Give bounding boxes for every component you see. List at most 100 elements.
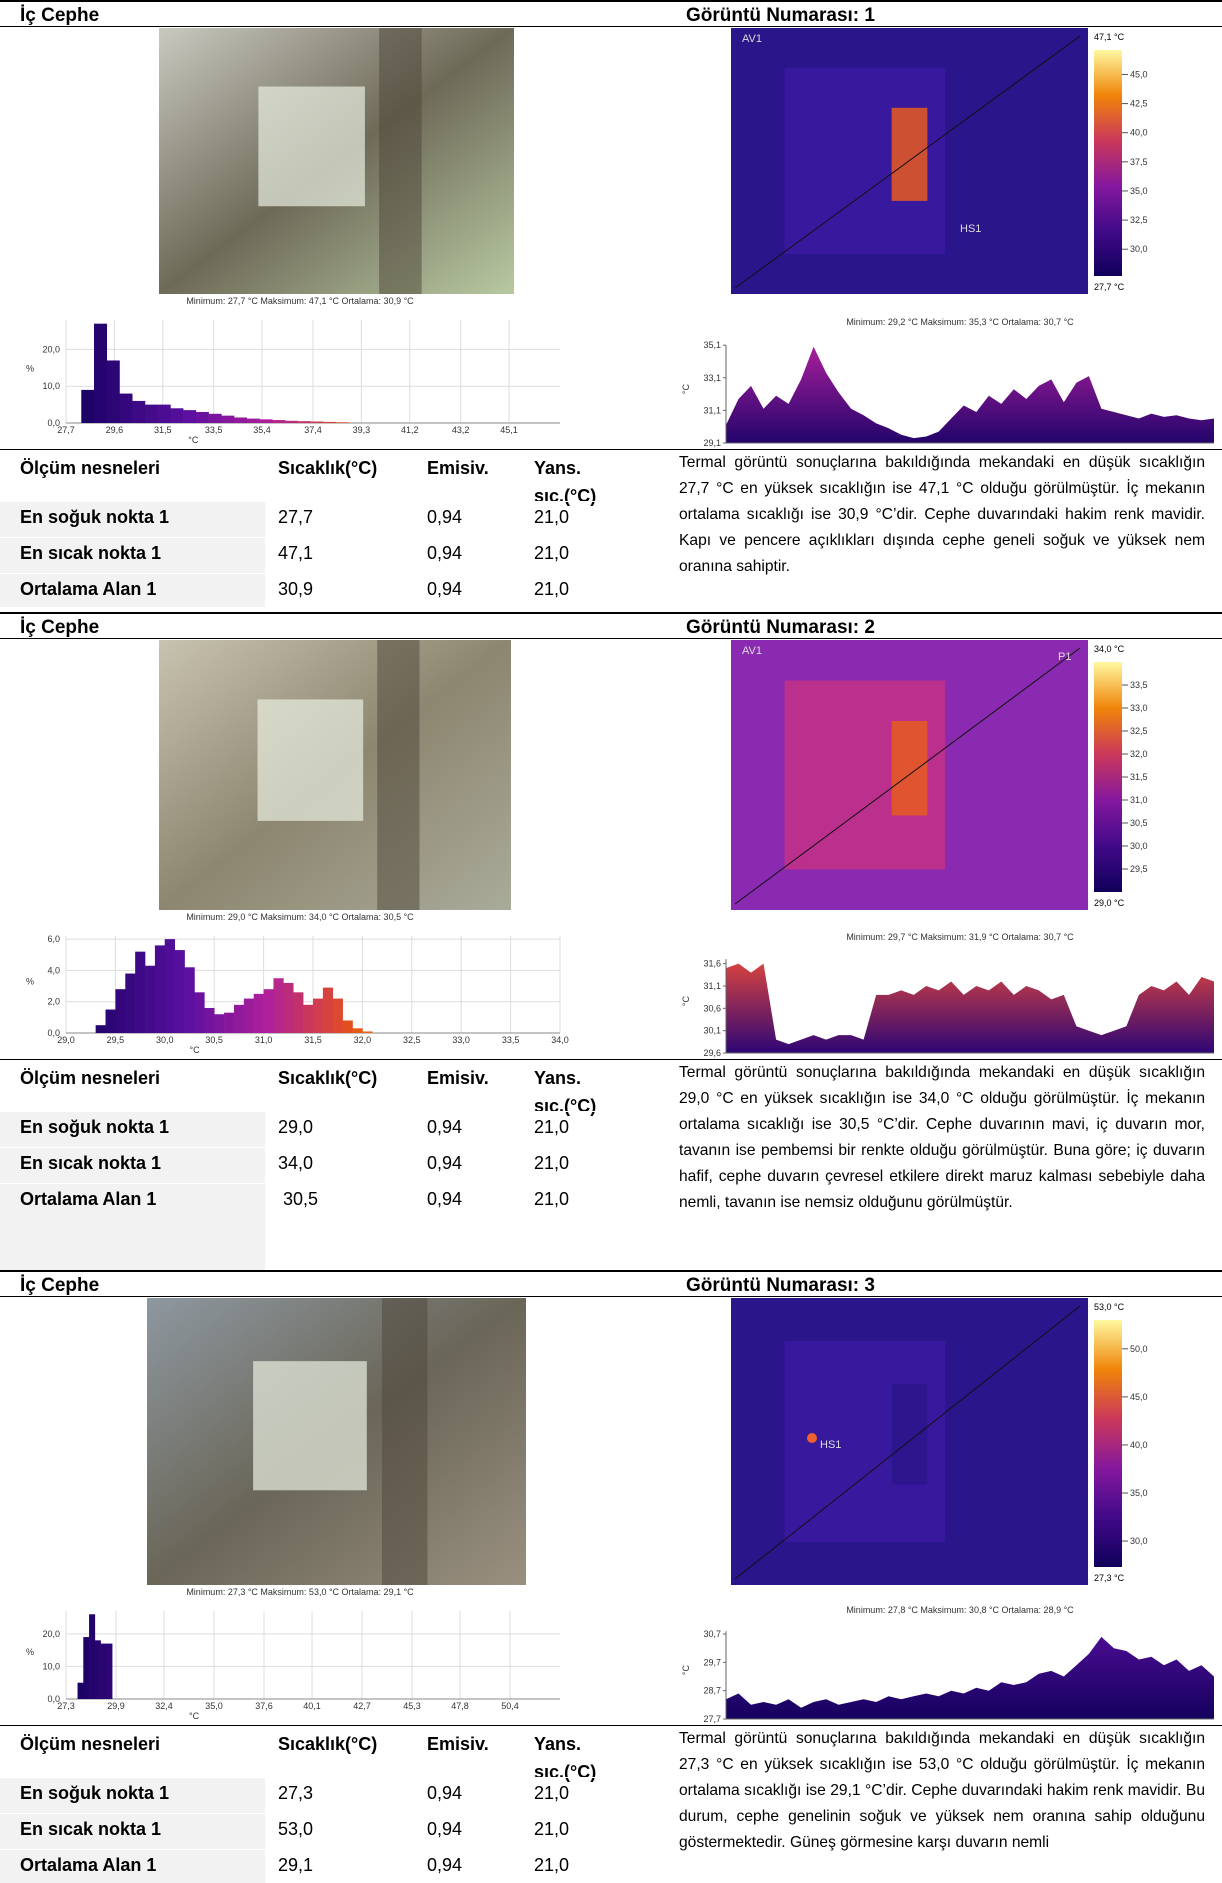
thermal-hot [892, 108, 928, 201]
histogram-bar [175, 950, 185, 1033]
header-left: İç Cephe [20, 617, 99, 639]
table-row: Ölçüm nesneleriSıcaklık(°C)Emisiv.Yans. … [0, 1725, 1222, 1882]
table-row-label: En sıcak nokta 1 [20, 1819, 161, 1840]
y-tick-label: 29,6 [703, 1048, 721, 1058]
table-cell: 29,1 [278, 1855, 313, 1876]
section-header: İç CepheGörüntü Numarası: 1 [0, 0, 1222, 27]
histogram-bar [353, 1028, 363, 1033]
colorbar-tick-label: 30,0 [1130, 244, 1148, 254]
x-tick-label: 29,0 [57, 1035, 75, 1045]
colorbar [1094, 1320, 1122, 1567]
table-header: Ölçüm nesneleri [20, 1064, 260, 1092]
table-row-label: En sıcak nokta 1 [20, 1153, 161, 1174]
histogram-bar [273, 978, 283, 1033]
x-tick-label: 31,0 [255, 1035, 273, 1045]
histogram-bar [234, 1005, 244, 1033]
colorbar-tick-label: 42,5 [1130, 99, 1148, 109]
table-rule [0, 1183, 660, 1184]
colorbar-tick-label: 33,5 [1130, 680, 1148, 690]
histogram-bar [107, 360, 120, 423]
images-row: AV1P134,0 °C29,0 °C33,533,032,532,031,53… [0, 640, 1222, 910]
colorbar-min: 27,7 °C [1094, 282, 1125, 292]
profile-y-label: °C [681, 383, 691, 394]
colorbar-tick-label: 40,0 [1130, 1440, 1148, 1450]
photo-shadow [377, 640, 419, 910]
table-row-label: Ortalama Alan 1 [20, 579, 156, 600]
page: İç CepheGörüntü Numarası: 1AV1HS147,1 °C… [0, 0, 1222, 1883]
table-row-label: En soğuk nokta 1 [20, 1783, 169, 1804]
colorbar [1094, 662, 1122, 892]
colorbar-min: 27,3 °C [1094, 1573, 1125, 1583]
histogram-bar [293, 992, 303, 1033]
colorbar-tick-label: 45,0 [1130, 69, 1148, 79]
profile-y-label: °C [681, 1665, 691, 1676]
histogram-bar [254, 994, 264, 1033]
y-tick-label: 2,0 [47, 997, 60, 1007]
thermal-marker: AV1 [742, 645, 762, 657]
histogram-bar [183, 410, 196, 423]
histogram-bar [362, 1031, 372, 1033]
y-tick-label: 30,1 [703, 1026, 721, 1036]
profile-caption: Minimum: 29,7 °C Maksimum: 31,9 °C Ortal… [846, 932, 1074, 942]
histogram-caption: Minimum: 27,3 °C Maksimum: 53,0 °C Ortal… [186, 1587, 414, 1597]
table-header: Sıcaklık(°C) [278, 454, 418, 482]
x-tick-label: 29,9 [107, 1701, 125, 1711]
table-rule [0, 1111, 660, 1112]
histogram-bar [132, 401, 145, 423]
colorbar-tick-label: 30,0 [1130, 841, 1148, 851]
table-cell: 21,0 [534, 1819, 569, 1840]
table-cell: 21,0 [534, 1189, 569, 1210]
table-header: Emisiv. [427, 1064, 527, 1092]
table-cell: 0,94 [427, 1153, 462, 1174]
table-rule [0, 501, 660, 502]
table-row-label: En sıcak nokta 1 [20, 543, 161, 564]
histogram-bar [303, 1005, 313, 1033]
histogram-x-label: °C [188, 435, 199, 445]
table-header: Ölçüm nesneleri [20, 1730, 260, 1758]
charts-row: Minimum: 27,7 °C Maksimum: 47,1 °C Ortal… [0, 294, 1222, 449]
histogram-bar [83, 1637, 89, 1699]
histogram-bar [323, 422, 336, 423]
y-tick-label: 35,1 [703, 340, 721, 350]
table-header: Emisiv. [427, 454, 527, 482]
x-tick-label: 39,3 [353, 425, 371, 435]
histogram-bar [310, 422, 323, 423]
colorbar-tick-label: 31,0 [1130, 795, 1148, 805]
table-cell: 0,94 [427, 543, 462, 564]
table-row-label: Ortalama Alan 1 [20, 1189, 156, 1210]
histogram-bar [158, 405, 171, 423]
table-rule [0, 1849, 660, 1850]
histogram-bar [285, 421, 298, 423]
histogram-bar [247, 419, 260, 423]
y-tick-label: 28,7 [703, 1686, 721, 1696]
table-header: Sıcaklık(°C) [278, 1064, 418, 1092]
profile-caption: Minimum: 29,2 °C Maksimum: 35,3 °C Ortal… [846, 317, 1074, 327]
colorbar-max: 53,0 °C [1094, 1302, 1125, 1312]
colorbar-tick-label: 32,5 [1130, 726, 1148, 736]
y-tick-label: 10,0 [42, 381, 60, 391]
x-tick-label: 41,2 [401, 425, 419, 435]
table-rule [0, 537, 660, 538]
table-cell: 21,0 [534, 507, 569, 528]
histogram-bar [313, 999, 323, 1033]
header-right: Görüntü Numarası: 2 [686, 617, 875, 639]
y-tick-label: 31,1 [703, 405, 721, 415]
colorbar-tick-label: 50,0 [1130, 1344, 1148, 1354]
histogram-bar [145, 405, 158, 423]
table-header: Ölçüm nesneleri [20, 454, 260, 482]
histogram-bar [95, 1640, 101, 1699]
x-tick-label: 37,6 [255, 1701, 273, 1711]
histogram-bar [194, 992, 204, 1033]
table-row-label: En soğuk nokta 1 [20, 1117, 169, 1138]
table-cell: 0,94 [427, 1117, 462, 1138]
colorbar-tick-label: 35,0 [1130, 1488, 1148, 1498]
photo-window [258, 699, 364, 821]
histogram-bar [323, 988, 333, 1033]
histogram-x-label: °C [190, 1045, 201, 1055]
y-tick-label: 31,6 [703, 959, 721, 969]
histogram-bar [343, 1020, 353, 1033]
x-tick-label: 33,5 [205, 425, 223, 435]
table-row-label: En soğuk nokta 1 [20, 507, 169, 528]
